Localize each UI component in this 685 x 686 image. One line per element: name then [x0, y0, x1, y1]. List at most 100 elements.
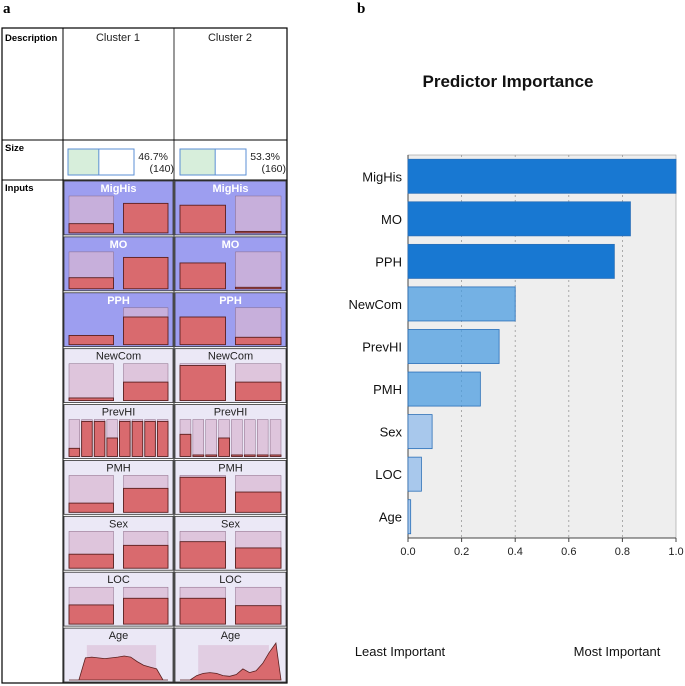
- category-bar: [93, 420, 106, 457]
- category-bar: [106, 437, 118, 457]
- category-bar: [256, 454, 269, 457]
- category-bar: [156, 420, 169, 457]
- size-label: Size: [5, 143, 24, 154]
- category-bar: [123, 487, 169, 513]
- category-background-bar: [244, 419, 256, 457]
- cell-newcom-cluster2: NewCom: [174, 348, 287, 403]
- category-bar: [123, 256, 169, 290]
- category-bar: [123, 316, 169, 346]
- cell-label: NewCom: [96, 351, 141, 363]
- category-bar: [192, 454, 205, 457]
- category-bar: [235, 547, 282, 569]
- category-bar: [179, 476, 226, 513]
- category-bar: [235, 381, 282, 402]
- category-bar: [235, 230, 282, 234]
- category-bar: [119, 420, 131, 457]
- category-bar: [68, 502, 114, 513]
- category-bar: [235, 286, 282, 290]
- category-bar: [81, 420, 93, 457]
- category-bar: [123, 544, 169, 569]
- cell-mighis-cluster1: MigHis: [63, 180, 174, 236]
- distribution-curve: [69, 655, 168, 681]
- category-background-bar: [269, 419, 282, 457]
- category-bar: [179, 204, 226, 234]
- cell-label: PMH: [218, 462, 243, 474]
- category-background-bar: [231, 419, 243, 457]
- cluster1-size-pct: 46.7%: [138, 151, 168, 163]
- category-bar: [243, 454, 256, 457]
- cell-pph-cluster1: PPH: [63, 292, 174, 348]
- cell-prevhi-cluster2: PrevHI: [174, 404, 287, 459]
- cell-prevhi-cluster1: PrevHI: [63, 404, 174, 459]
- category-bar: [179, 433, 192, 457]
- cell-newcom-cluster1: NewCom: [63, 348, 174, 403]
- cluster2-header: Cluster 2: [208, 32, 252, 44]
- category-bar: [231, 454, 243, 457]
- inputs-label: Inputs: [5, 183, 34, 194]
- cell-label: PPH: [107, 295, 130, 307]
- category-bar: [269, 454, 282, 457]
- cluster2-size-n: (160): [261, 163, 286, 175]
- cell-label: MigHis: [100, 183, 136, 195]
- category-bar: [68, 223, 114, 234]
- cell-label: MigHis: [212, 183, 248, 195]
- cell-label: Sex: [221, 518, 240, 530]
- category-background-bar: [235, 251, 282, 290]
- cell-mo-cluster1: MO: [63, 236, 174, 292]
- cell-label: PrevHI: [102, 407, 136, 419]
- category-bar: [205, 454, 218, 457]
- cell-pph-cluster2: PPH: [174, 292, 287, 348]
- cell-sex-cluster1: Sex: [63, 515, 174, 571]
- description-label: Description: [5, 33, 57, 44]
- cell-label: Age: [109, 630, 129, 642]
- table-border: [1, 27, 288, 684]
- category-bar: [68, 334, 114, 346]
- cell-label: MO: [222, 239, 240, 251]
- category-bar: [179, 597, 226, 625]
- distribution-curve: [180, 642, 282, 681]
- cell-pmh-cluster2: PMH: [174, 460, 287, 515]
- category-bar: [68, 277, 114, 290]
- size-bar-fill: [179, 148, 216, 176]
- category-bar: [123, 597, 169, 625]
- cluster1-size-bar: [67, 148, 135, 176]
- category-bar: [144, 420, 156, 457]
- category-background-bar: [235, 195, 282, 234]
- cell-label: Age: [221, 630, 241, 642]
- panel-label-a: a: [3, 1, 11, 17]
- category-bar: [218, 437, 230, 457]
- category-background-bar: [257, 419, 269, 457]
- category-background-bar: [192, 419, 204, 457]
- cell-label: LOC: [107, 574, 130, 586]
- cell-sex-cluster2: Sex: [174, 515, 287, 571]
- category-background-bar: [68, 363, 114, 401]
- cell-label: PrevHI: [214, 407, 248, 419]
- cell-label: LOC: [219, 574, 242, 586]
- cell-loc-cluster2: LOC: [174, 571, 287, 627]
- category-bar: [179, 541, 226, 569]
- cluster1-size-n: (140): [149, 163, 174, 175]
- category-bar: [68, 553, 114, 569]
- cell-label: PMH: [106, 462, 131, 474]
- cell-label: NewCom: [208, 351, 253, 363]
- cluster2-size-pct: 53.3%: [250, 151, 280, 163]
- category-bar: [179, 262, 226, 290]
- size-bar-fill: [67, 148, 100, 176]
- cell-mo-cluster2: MO: [174, 236, 287, 292]
- cell-loc-cluster1: LOC: [63, 571, 174, 627]
- category-bar: [235, 336, 282, 346]
- category-bar: [179, 365, 226, 402]
- category-bar: [235, 491, 282, 513]
- category-bar: [235, 605, 282, 625]
- cell-label: PPH: [219, 295, 242, 307]
- cell-label: Sex: [109, 518, 128, 530]
- category-bar: [131, 420, 144, 457]
- cell-label: MO: [110, 239, 128, 251]
- cell-age-cluster2: Age: [174, 627, 287, 683]
- category-bar: [123, 202, 169, 234]
- cell-age-cluster1: Age: [63, 627, 174, 683]
- cluster1-header: Cluster 1: [96, 32, 140, 44]
- category-bar: [68, 604, 114, 625]
- cell-mighis-cluster2: MigHis: [174, 180, 287, 236]
- cell-pmh-cluster1: PMH: [63, 460, 174, 515]
